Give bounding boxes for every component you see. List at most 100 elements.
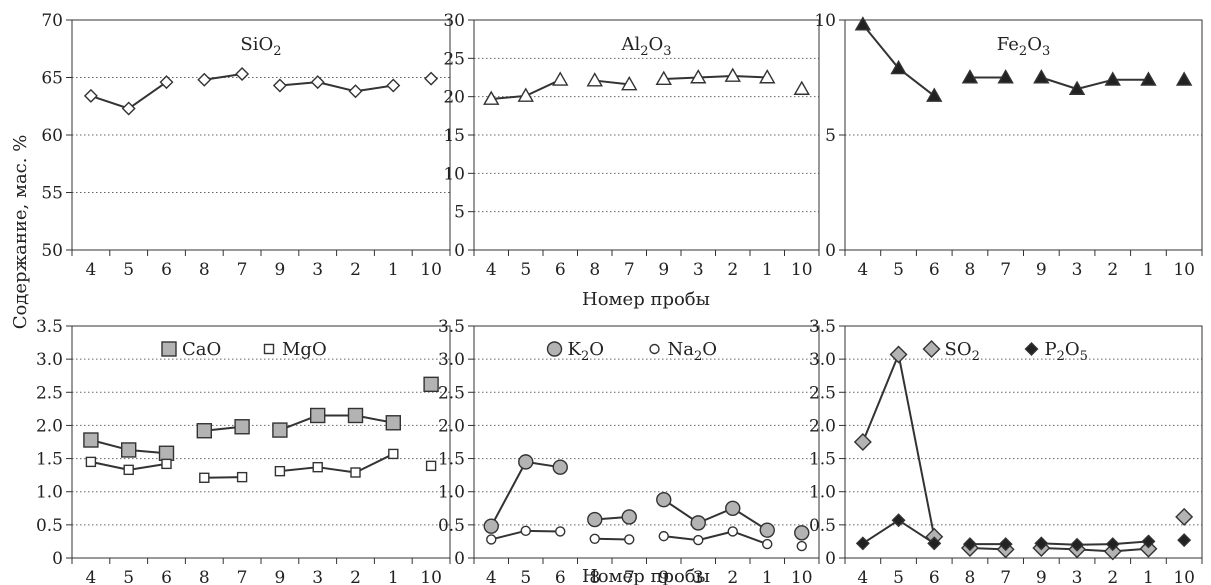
data-point [1033, 69, 1050, 84]
formula-text: P [1045, 339, 1057, 360]
formula-text: O [1027, 34, 1042, 55]
data-point [1175, 507, 1194, 526]
x-tick-label: 2 [727, 260, 738, 280]
formula-text: O [589, 339, 604, 360]
data-point [1103, 542, 1122, 561]
x-tick-label: 8 [199, 260, 210, 280]
x-tick-label: 6 [555, 568, 566, 585]
data-point [159, 75, 174, 90]
data-point [386, 78, 401, 93]
series-2 [486, 525, 807, 552]
legend-marker [1024, 342, 1039, 356]
y-axis-label: Содержание, мас. % [10, 135, 31, 330]
series-line [490, 460, 561, 527]
y-tick-label: 0 [825, 549, 836, 569]
formula-text: SO [945, 339, 972, 360]
formula-text: O [702, 339, 717, 360]
data-point [589, 533, 600, 544]
data-point [658, 530, 669, 542]
x-tick-label: 1 [762, 260, 773, 280]
data-point [199, 472, 210, 483]
series-line [663, 498, 768, 532]
series-line [663, 74, 768, 81]
panel-title: Al2O3 [620, 34, 671, 59]
series-line [1041, 547, 1149, 553]
subscript: 2 [972, 349, 980, 364]
y-tick-label: 20 [443, 88, 465, 108]
data-point [274, 465, 286, 477]
legend-marker [161, 341, 177, 357]
data-point [997, 69, 1014, 84]
x-tick-label: 5 [520, 568, 531, 585]
x-tick-label: 9 [274, 260, 285, 280]
x-tick-label: 2 [1107, 260, 1118, 280]
y-tick-label: 65 [41, 69, 63, 89]
data-point [486, 534, 497, 545]
x-tick-label: 3 [1072, 260, 1083, 280]
x-tick-label: 9 [658, 568, 669, 585]
data-point [348, 84, 363, 99]
y-tick-label: 2.0 [809, 416, 836, 436]
data-point [1141, 534, 1156, 549]
y-tick-label: 3.5 [438, 317, 465, 337]
data-point [1104, 71, 1121, 86]
y-tick-label: 3.0 [36, 350, 63, 370]
data-point [236, 471, 248, 483]
x-tick-label: 10 [791, 568, 813, 585]
series-line [594, 79, 630, 86]
y-tick-label: 3.5 [36, 317, 63, 337]
subscript: 2 [1019, 44, 1027, 59]
data-point [350, 467, 361, 478]
panel-title: Fe2O3 [997, 34, 1051, 59]
data-point [1068, 80, 1086, 95]
data-point [693, 534, 704, 546]
x-tick-label: 8 [199, 568, 210, 585]
x-tick-label: 1 [388, 260, 399, 280]
data-point [889, 345, 908, 364]
data-point [961, 69, 979, 84]
data-point [388, 448, 399, 460]
panel-title: SiO2 [240, 34, 281, 59]
x-tick-label: 10 [420, 260, 442, 280]
x-tick-label: 8 [965, 260, 976, 280]
data-point [759, 69, 776, 84]
y-tick-label: 2.5 [809, 383, 836, 403]
y-tick-label: 3.0 [809, 350, 836, 370]
subscript: 3 [663, 44, 671, 59]
y-tick-label: 70 [41, 11, 63, 31]
x-axis-label-bottom: Номер пробы [582, 566, 710, 585]
data-point [855, 536, 870, 551]
series-line [279, 81, 394, 93]
x-tick-label: 7 [237, 260, 248, 280]
x-tick-label: 4 [486, 260, 497, 280]
x-tick-label: 5 [520, 260, 531, 280]
series-1 [83, 376, 439, 461]
x-tick-label: 4 [486, 568, 497, 585]
data-point [724, 67, 741, 82]
y-tick-label: 1.5 [36, 450, 63, 470]
plot-frame [71, 325, 451, 559]
data-point [621, 75, 638, 91]
y-tick-label: 50 [41, 241, 63, 261]
series-line [1041, 76, 1149, 90]
y-tick-label: 5 [454, 203, 465, 223]
x-tick-label: 9 [1036, 260, 1047, 280]
data-point [854, 16, 872, 31]
data-point [423, 376, 439, 393]
data-point [796, 540, 807, 552]
series-line [594, 537, 630, 541]
y-tick-label: 10 [814, 11, 836, 31]
y-tick-label: 0.5 [36, 516, 63, 536]
x-tick-label: 6 [929, 568, 940, 585]
x-tick-label: 7 [1000, 568, 1011, 585]
formula-text: SiO [240, 34, 273, 55]
x-tick-label: 4 [857, 260, 868, 280]
x-tick-label: 2 [350, 568, 361, 585]
data-point [121, 101, 136, 116]
x-tick-label: 4 [857, 568, 868, 585]
formula-text: CaO [182, 339, 221, 360]
data-point [725, 500, 741, 516]
x-tick-label: 6 [161, 260, 172, 280]
x-axis-label-top: Номер пробы [582, 289, 710, 310]
